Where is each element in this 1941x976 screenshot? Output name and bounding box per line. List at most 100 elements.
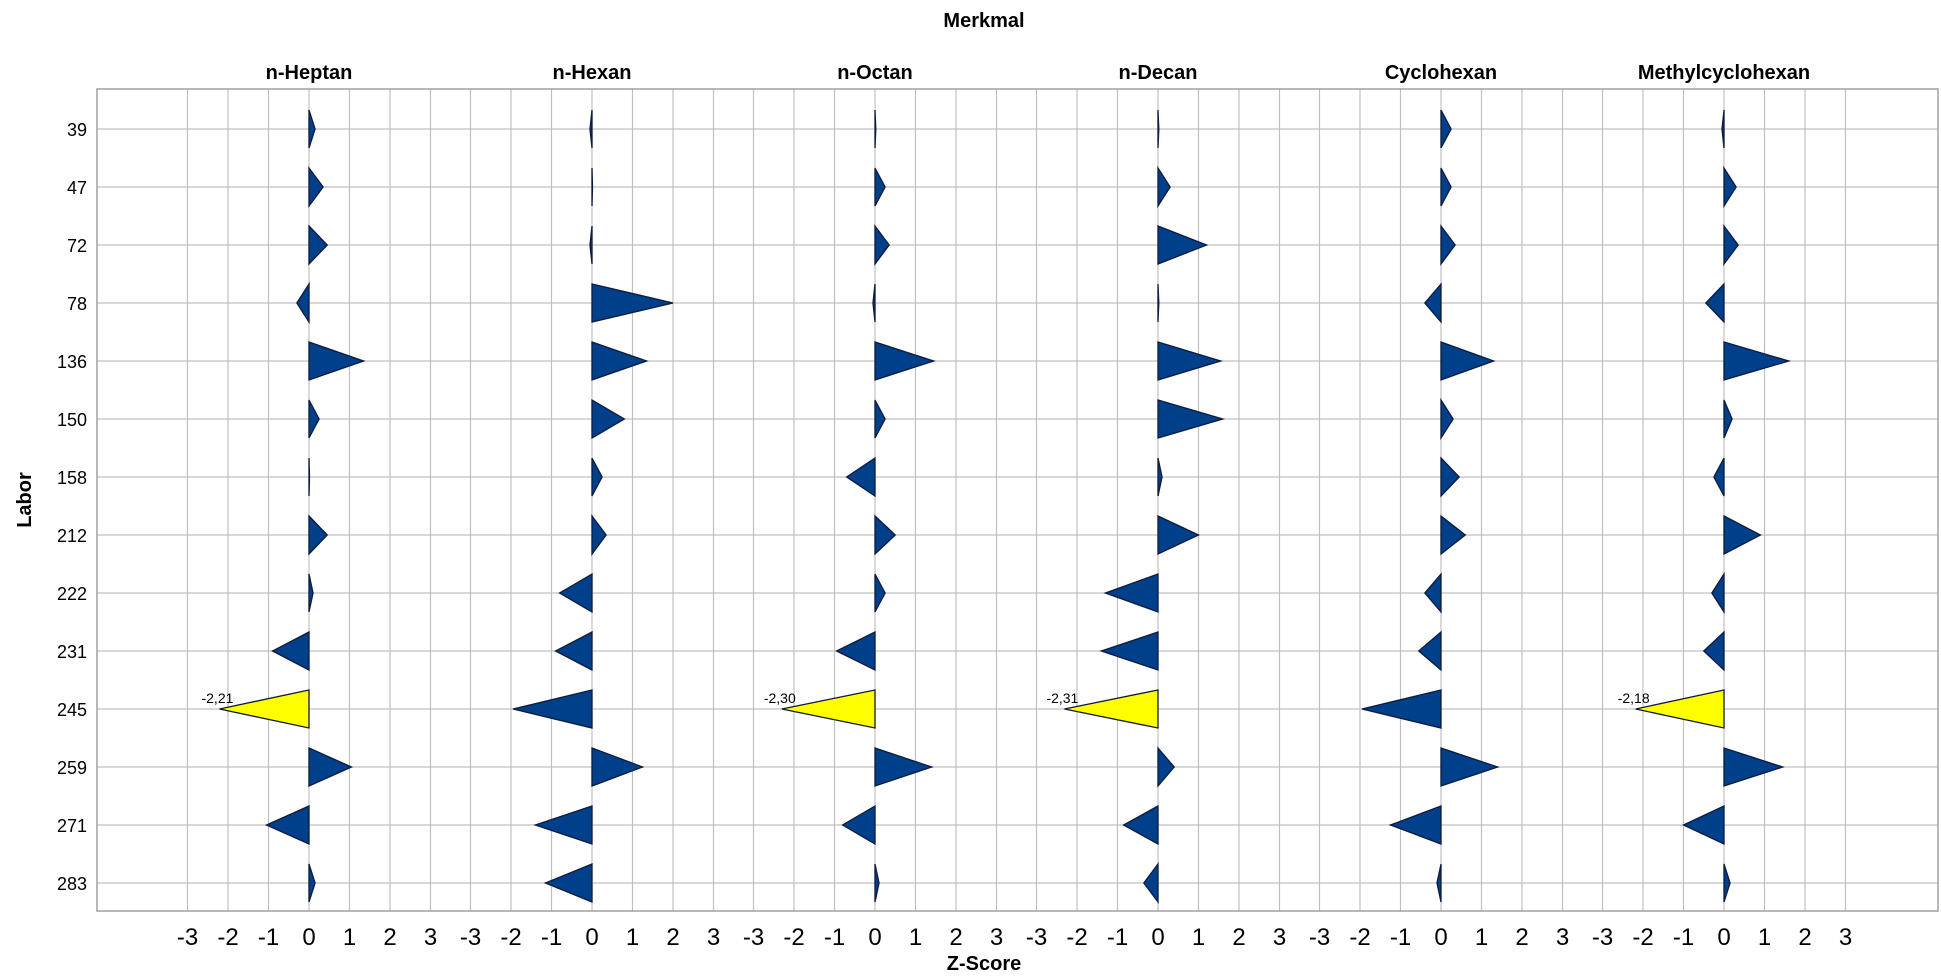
x-tick-label: 3 — [1839, 924, 1852, 951]
zscore-marker-methylcyclohexan-158 — [1713, 457, 1725, 497]
zscore-marker-methylcyclohexan-231 — [1702, 630, 1725, 672]
zscore-marker-n-octan-39 — [874, 109, 877, 149]
zscore-marker-n-heptan-283 — [308, 863, 316, 903]
zscore-marker-n-heptan-39 — [308, 109, 316, 149]
grid-lines — [97, 89, 1938, 911]
x-tick-label: 1 — [1475, 924, 1488, 951]
zscore-marker-n-heptan-231 — [271, 630, 310, 672]
row-label-150: 150 — [57, 410, 87, 430]
zscore-marker-n-decan-245-highlighted — [1064, 689, 1159, 729]
row-label-136: 136 — [57, 352, 87, 372]
data-label-n-decan: -2,31 — [1046, 690, 1078, 706]
row-label-222: 222 — [57, 584, 87, 604]
panel-header-methylcyclohexan: Methylcyclohexan — [1638, 62, 1810, 84]
panel-header-n-hexan: n-Hexan — [553, 62, 632, 84]
x-tick-label: -1 — [1107, 924, 1128, 951]
plot-frame — [96, 88, 1939, 912]
zscore-marker-n-decan-39 — [1157, 109, 1160, 149]
zscore-marker-n-hexan-283 — [543, 863, 593, 903]
x-tick-label: -1 — [258, 924, 279, 951]
x-tick-label: -2 — [783, 924, 804, 951]
zscore-marker-n-heptan-259 — [308, 746, 354, 788]
row-label-259: 259 — [57, 758, 87, 778]
zscore-marker-methylcyclohexan-150 — [1723, 399, 1733, 439]
row-label-245: 245 — [57, 700, 87, 720]
x-tick-label: 2 — [1798, 924, 1811, 951]
panel-header-n-heptan: n-Heptan — [266, 62, 353, 84]
x-tick-label: -2 — [1632, 924, 1653, 951]
x-tick-label: 1 — [1192, 924, 1205, 951]
x-tick-label: 1 — [343, 924, 356, 951]
x-tick-label: 0 — [1434, 924, 1447, 951]
x-tick-label: 3 — [1556, 924, 1569, 951]
zscore-marker-cyclohexan-78 — [1423, 282, 1442, 324]
zscore-marker-n-decan-47 — [1157, 165, 1171, 209]
x-tick-label: -3 — [743, 924, 764, 951]
zscore-marker-n-octan-136 — [874, 341, 936, 381]
zscore-marker-n-heptan-271 — [264, 804, 310, 846]
row-label-212: 212 — [57, 526, 87, 546]
zscore-marker-methylcyclohexan-72 — [1723, 224, 1739, 266]
zscore-marker-n-octan-271 — [841, 804, 876, 846]
zscore-marker-cyclohexan-245 — [1361, 689, 1442, 729]
zscore-marker-n-decan-72 — [1157, 225, 1209, 265]
x-tick-label: -1 — [1390, 924, 1411, 951]
zscore-marker-n-hexan-72 — [589, 225, 593, 265]
x-tick-label: 0 — [302, 924, 315, 951]
zscore-marker-cyclohexan-271 — [1388, 805, 1442, 845]
chart-title: Merkmal — [943, 10, 1024, 32]
x-tick-label: -1 — [541, 924, 562, 951]
row-label-39: 39 — [67, 120, 87, 140]
zscore-marker-cyclohexan-259 — [1440, 747, 1500, 787]
x-tick-label: -3 — [1309, 924, 1330, 951]
zscore-marker-n-heptan-78 — [296, 281, 310, 325]
zscore-marker-methylcyclohexan-222 — [1711, 571, 1725, 615]
x-tick-label: 0 — [1151, 924, 1164, 951]
panel-header-n-octan: n-Octan — [837, 62, 913, 84]
panel-header-n-decan: n-Decan — [1119, 62, 1198, 84]
zscore-marker-methylcyclohexan-47 — [1723, 165, 1737, 209]
zscore-marker-n-hexan-222 — [558, 572, 593, 614]
zscore-marker-cyclohexan-231 — [1417, 630, 1442, 672]
row-label-72: 72 — [67, 236, 87, 256]
x-axis-label: Z-Score — [947, 953, 1021, 975]
zscore-marker-cyclohexan-136 — [1440, 341, 1496, 381]
zscore-marker-n-hexan-39 — [589, 109, 593, 149]
zscore-marker-methylcyclohexan-245-highlighted — [1635, 689, 1725, 729]
zscore-marker-n-decan-78 — [1157, 283, 1160, 323]
zscore-marker-n-decan-136 — [1157, 341, 1224, 381]
x-tick-label: -3 — [1592, 924, 1613, 951]
zscore-marker-n-heptan-47 — [308, 166, 324, 208]
zscore-marker-n-decan-271 — [1122, 804, 1159, 846]
x-tick-label: -1 — [824, 924, 845, 951]
zscore-marker-n-octan-72 — [874, 224, 890, 266]
zscore-marker-n-heptan-245-highlighted — [219, 689, 310, 729]
x-tick-label: 3 — [424, 924, 437, 951]
zscore-marker-cyclohexan-47 — [1440, 167, 1452, 207]
zscore-marker-cyclohexan-212 — [1440, 514, 1467, 556]
x-tick-label: -3 — [177, 924, 198, 951]
zscore-marker-methylcyclohexan-212 — [1723, 514, 1762, 556]
row-label-158: 158 — [57, 468, 87, 488]
x-tick-label: -2 — [500, 924, 521, 951]
panel-header-cyclohexan: Cyclohexan — [1385, 62, 1497, 84]
zscore-marker-n-octan-259 — [874, 747, 934, 787]
x-tick-label: 2 — [1515, 924, 1528, 951]
zscore-marker-n-octan-222 — [874, 573, 886, 613]
y-axis-label: Labor — [14, 472, 36, 528]
zscore-marker-n-hexan-47 — [591, 167, 594, 207]
zscore-marker-n-octan-212 — [874, 514, 897, 556]
zscore-marker-methylcyclohexan-271 — [1681, 804, 1725, 846]
zscore-marker-methylcyclohexan-78 — [1704, 282, 1725, 324]
zscore-marker-n-octan-158 — [845, 456, 876, 498]
x-tick-label: -1 — [1673, 924, 1694, 951]
x-tick-label: -3 — [460, 924, 481, 951]
zscore-marker-n-octan-245-highlighted — [781, 689, 876, 729]
row-label-271: 271 — [57, 816, 87, 836]
data-label-methylcyclohexan: -2,18 — [1618, 690, 1650, 706]
zscore-marker-n-heptan-222 — [308, 573, 314, 613]
panel-headers: n-Heptan n-Hexan n-Octan n-Decan Cyclohexan M… — [266, 62, 1810, 84]
zscore-marker-cyclohexan-72 — [1440, 224, 1456, 266]
